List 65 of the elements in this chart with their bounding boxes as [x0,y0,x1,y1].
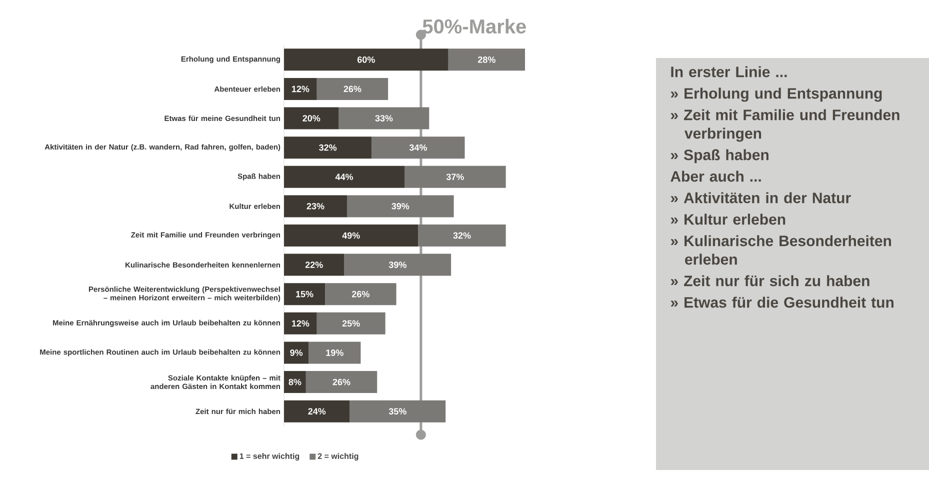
data-label: 44% [335,174,354,180]
data-label: 22% [305,262,323,268]
bar [306,371,378,394]
bar [338,107,430,130]
bar [284,312,317,334]
text: » Kulinarische Besonderheiten erleben [670,235,891,265]
data-label: 25% [342,320,360,327]
data-label: 19% [326,350,344,356]
bar [372,136,465,159]
bar [284,78,317,100]
data-label: 15% [296,290,314,298]
data-label: 20% [302,115,320,122]
data-label: 24% [308,408,326,415]
text: » Spaß haben [670,149,768,164]
text: In erster Linie ... [671,66,787,78]
bar [284,224,418,247]
bar [284,342,309,364]
data-label: 60% [357,56,375,63]
data-label: 35% [388,408,406,415]
data-label: 8% [288,378,302,386]
text: » Zeit nur für sich zu haben [670,275,870,286]
data-label: 26% [332,378,350,386]
bar [284,107,339,130]
bar [350,400,446,422]
data-label: 12% [292,320,310,327]
text: » Kultur erleben [670,214,786,225]
data-label: 12% [292,86,310,92]
bar [404,166,506,188]
bar [284,283,326,306]
bar [346,195,454,218]
bar [418,224,506,247]
data-label: 26% [352,290,370,298]
bar [284,195,347,218]
data-label: 32% [453,232,471,239]
bar [284,254,344,276]
data-label: 33% [375,115,393,122]
data-label: 39% [388,262,406,268]
bar [284,371,306,394]
text: » Zeit mit Familie und Freunden verbringen [670,109,900,142]
data-label: 9% [290,350,303,356]
bar [284,136,372,159]
data-label: 49% [342,232,360,239]
bar [284,48,448,71]
bar [316,78,388,100]
text: » Etwas für die Gesundheit tun [670,296,894,308]
text: » Aktivitäten in der Natur [670,192,851,204]
ref-line-label: 50%-Marke [422,18,526,34]
data-label: 37% [446,174,464,180]
bar [325,283,396,306]
legend-label: 2 = wichtig [318,453,358,461]
bar [316,312,386,334]
text: Aber auch ... [670,170,761,182]
legend-label: 1 = sehr wichtig [240,453,300,461]
data-label: 26% [344,86,362,92]
bar [284,400,350,422]
data-label: 32% [319,144,337,151]
data-label: 34% [409,144,427,151]
bar [308,342,361,364]
bar [344,254,452,276]
bar [448,48,525,71]
data-label: 23% [306,203,324,210]
bar [284,166,404,188]
data-label: 28% [478,56,496,63]
data-label: 39% [392,203,410,210]
text: » Erholung und Entspannung [670,88,882,102]
